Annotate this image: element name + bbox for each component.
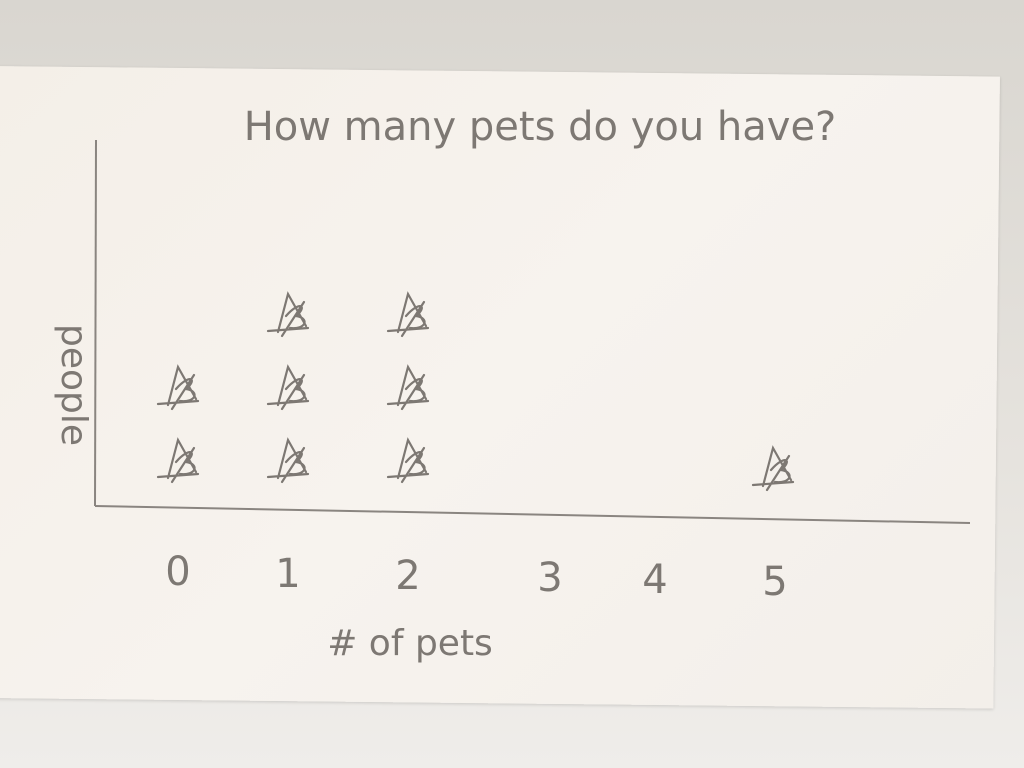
x-tick-label: 5 <box>762 559 787 605</box>
star-mark <box>386 291 430 338</box>
x-axis-line <box>94 505 971 524</box>
x-tick-label: 2 <box>395 553 420 599</box>
star-mark <box>156 437 200 484</box>
y-axis-line <box>94 139 97 507</box>
y-axis-label: people <box>53 324 94 446</box>
star-mark <box>156 364 200 411</box>
star-mark <box>386 437 430 484</box>
star-mark <box>266 291 310 338</box>
x-tick-label: 4 <box>642 557 667 603</box>
star-mark <box>266 437 310 484</box>
x-tick-label: 3 <box>537 555 562 601</box>
x-tick-label: 1 <box>275 551 300 597</box>
x-axis-label: # of pets <box>327 623 493 664</box>
star-mark <box>386 364 430 411</box>
star-mark <box>751 445 795 492</box>
x-tick-label: 0 <box>165 549 190 595</box>
chart-title: How many pets do you have? <box>244 104 837 150</box>
star-mark <box>266 364 310 411</box>
